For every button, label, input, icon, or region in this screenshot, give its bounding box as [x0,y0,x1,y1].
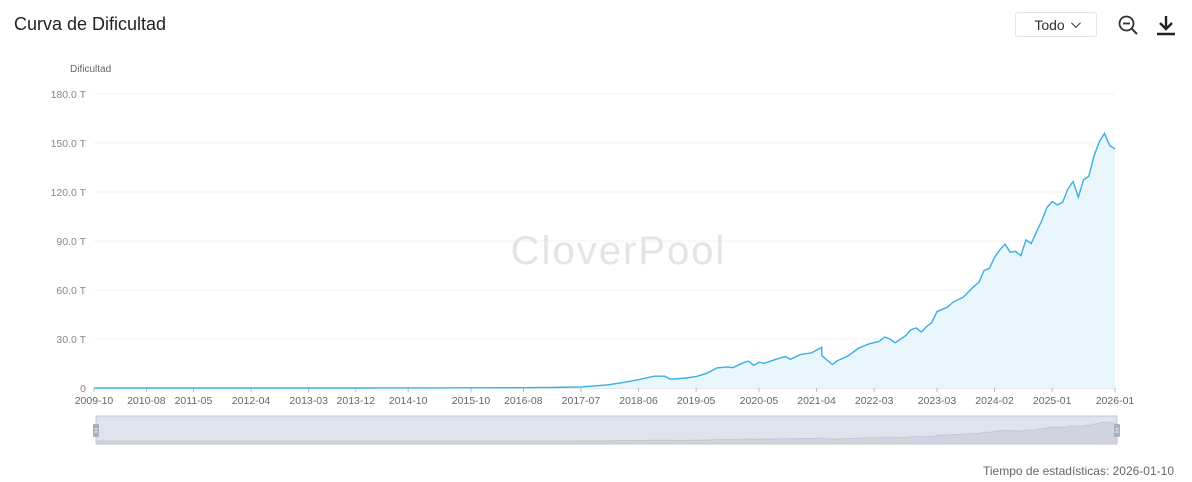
y-tick-label: 180.0 T [51,89,87,101]
range-select-value: Todo [1034,16,1065,33]
x-tick-label: 2011-05 [175,395,213,407]
page-title: Curva de Dificultad [14,14,167,34]
x-tick-label: 2015-10 [452,395,491,407]
range-select[interactable]: Todo [1015,12,1097,37]
series-line [94,131,1116,389]
x-tick-label: 2014-10 [389,395,428,407]
statistics-time: Tiempo de estadísticas: 2026-01-10 [983,464,1174,478]
x-tick-label: 2009-10 [75,395,114,407]
y-tick-label: 120.0 T [51,187,87,199]
x-tick-label: 2023-03 [918,395,957,407]
x-tick-label: 2012-04 [232,395,271,407]
x-tick-label: 2010-08 [127,395,166,407]
y-tick-label: 30.0 T [56,334,86,346]
x-tick-label: 2022-03 [855,395,894,407]
y-tick-label: 150.0 T [51,138,87,150]
x-tick-label: 2017-07 [562,395,601,407]
x-tick-label: 2013-03 [289,395,328,407]
y-tick-label: 0 [80,383,86,395]
x-tick-label: 2019-05 [677,395,716,407]
y-tick-label: 60.0 T [56,285,86,297]
zoom-slider-preview [95,421,1118,445]
x-tick-label: 2025-01 [1033,395,1072,407]
x-tick-label: 2016-08 [504,395,543,407]
zoom-handle-right[interactable] [1114,424,1120,437]
x-tick-label: 2020-05 [740,395,779,407]
y-axis-label: Dificultad [70,64,111,75]
y-tick-label: 90.0 T [56,236,86,248]
watermark: CloverPool [511,229,727,273]
zoom-out-icon[interactable] [1117,14,1139,36]
zoom-handle-left[interactable] [93,424,99,437]
series-area [94,133,1115,388]
download-icon[interactable] [1155,14,1177,36]
x-tick-label: 2024-02 [975,395,1014,407]
x-tick-label: 2018-06 [619,395,658,407]
x-tick-label: 2026-01 [1096,395,1135,407]
x-tick-label: 2021-04 [797,395,836,407]
x-tick-label: 2013-12 [337,395,376,407]
